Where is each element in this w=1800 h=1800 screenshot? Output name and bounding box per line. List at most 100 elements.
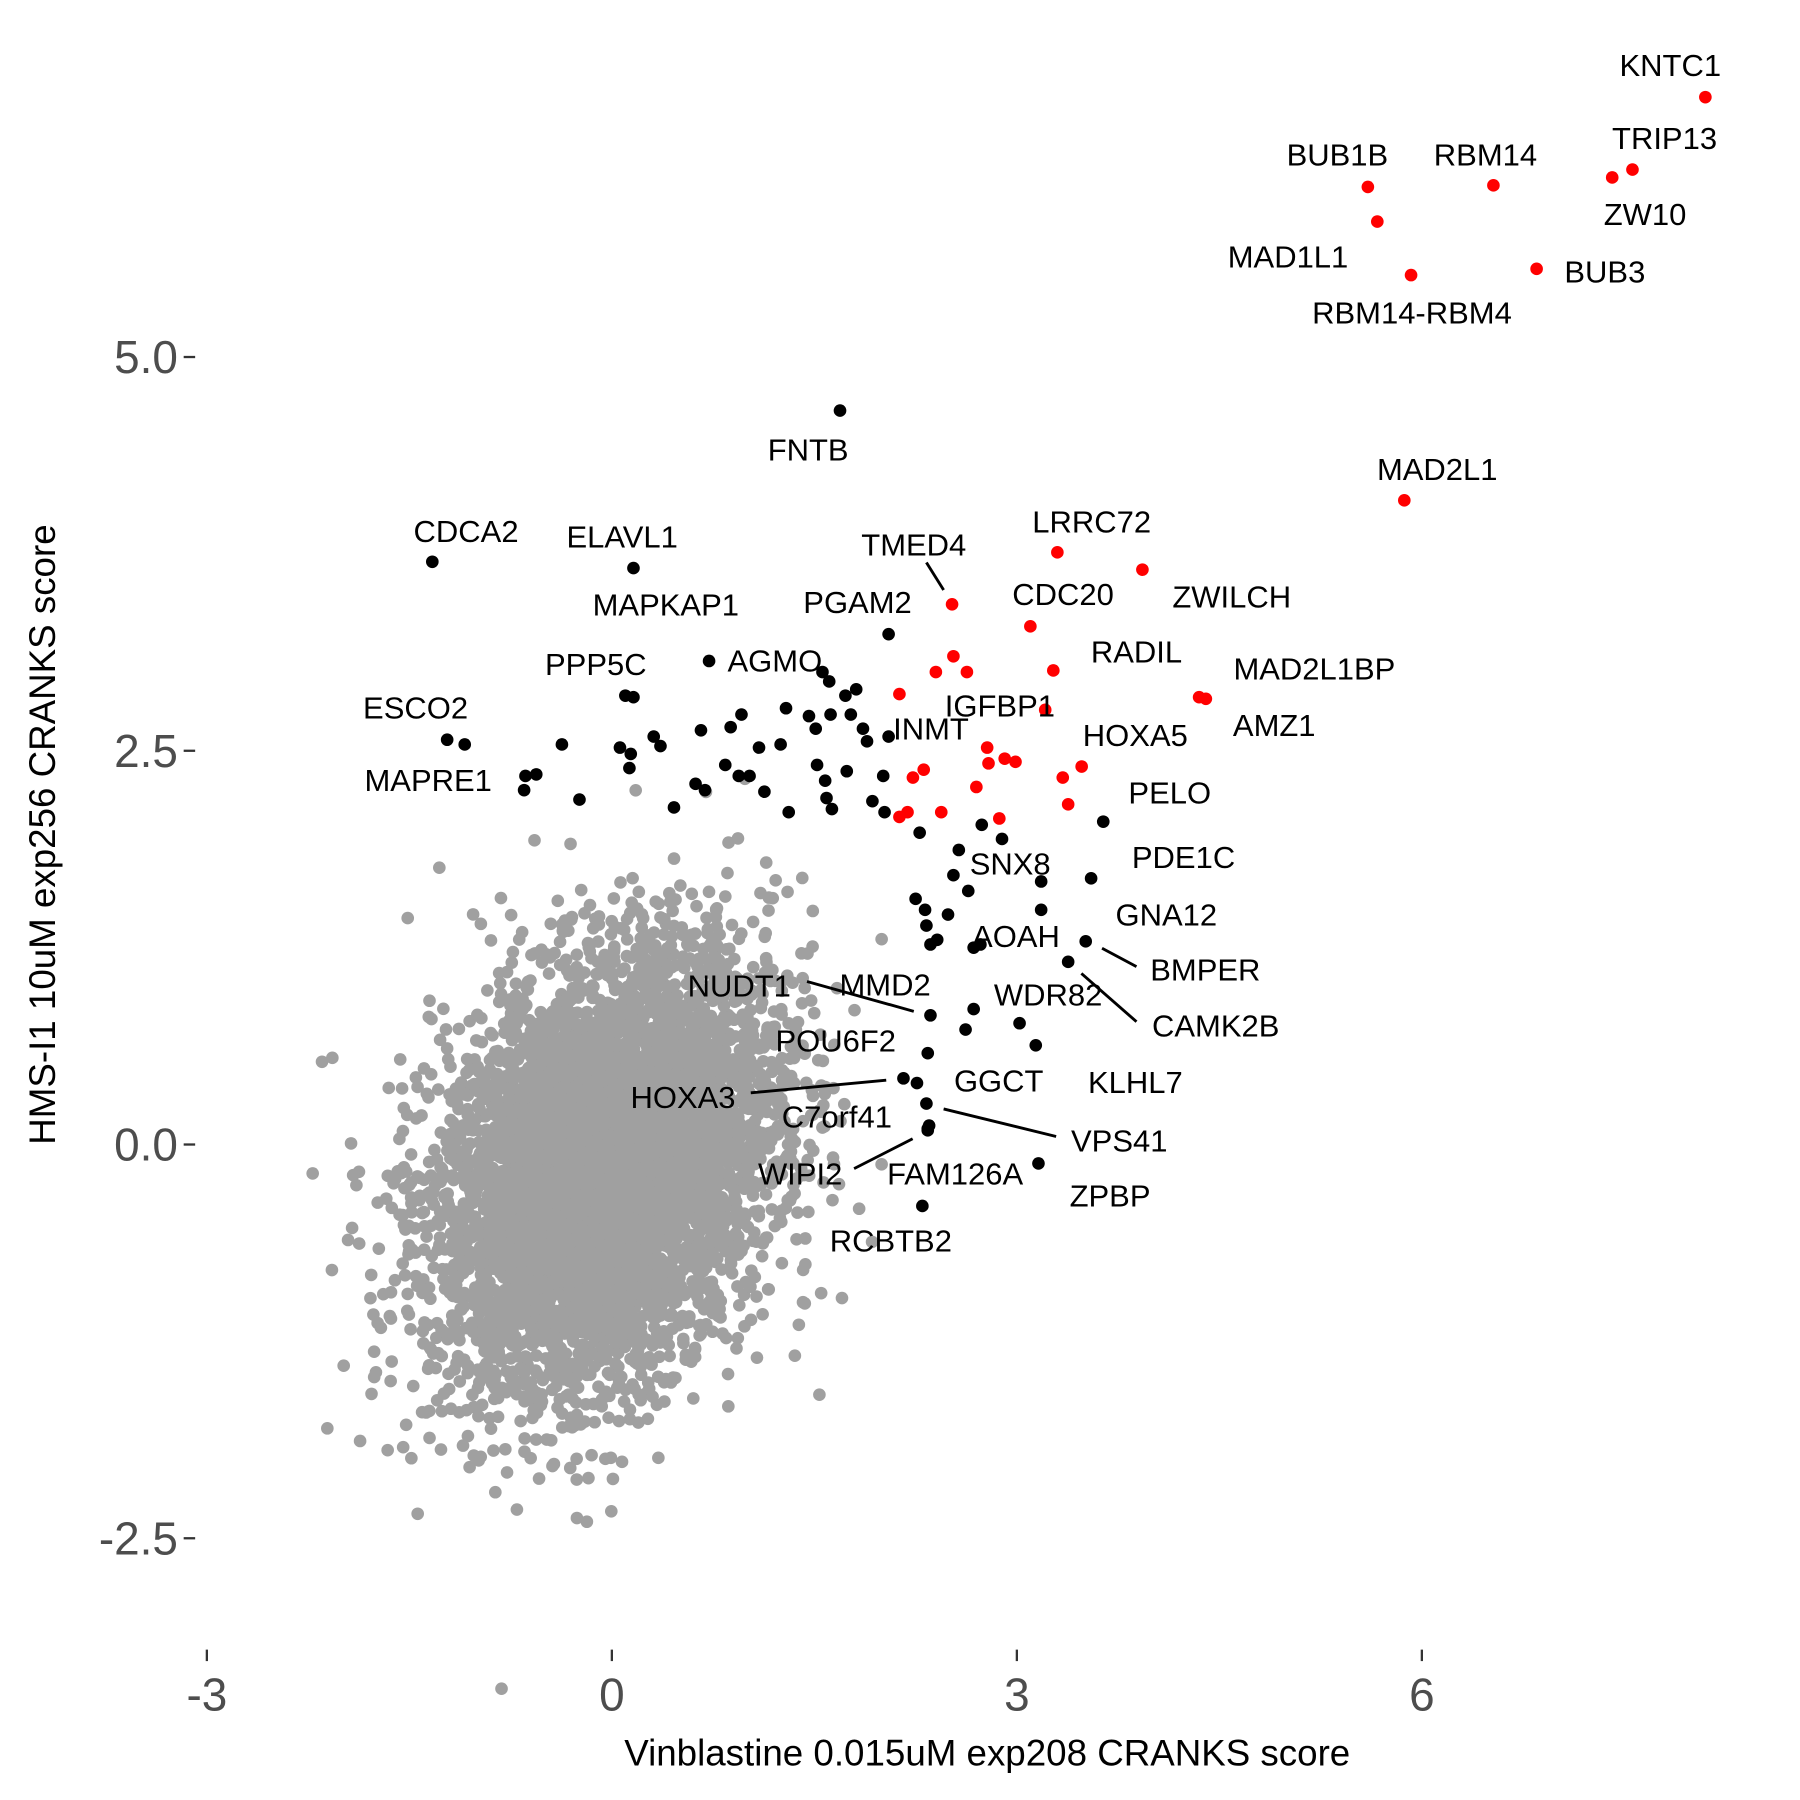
background-point <box>432 1346 445 1360</box>
background-point <box>466 908 480 921</box>
background-point <box>677 1336 690 1350</box>
background-point <box>487 1444 500 1457</box>
background-point <box>722 1400 735 1413</box>
background-point <box>393 1053 407 1066</box>
background-point <box>796 971 809 985</box>
background-point <box>415 1109 428 1122</box>
background-point <box>744 1003 757 1017</box>
background-point <box>635 921 649 934</box>
background-point <box>690 899 703 913</box>
background-point <box>518 1432 531 1445</box>
background-point <box>462 1123 475 1137</box>
background-point <box>848 1003 861 1017</box>
background-points <box>306 772 888 1696</box>
background-point <box>653 1350 666 1364</box>
background-point <box>524 974 537 987</box>
background-point <box>641 1412 655 1426</box>
background-point <box>493 976 507 990</box>
background-point <box>409 1071 423 1084</box>
background-point <box>708 939 722 952</box>
background-point <box>801 1153 814 1167</box>
background-point <box>642 1382 656 1395</box>
background-point <box>475 1398 489 1412</box>
background-point <box>416 1324 430 1338</box>
background-point <box>401 911 415 925</box>
background-point <box>623 1403 637 1417</box>
background-point <box>676 1309 689 1323</box>
background-point <box>306 1167 319 1180</box>
background-point <box>498 1442 512 1456</box>
background-point <box>570 1452 583 1466</box>
background-point <box>614 876 627 889</box>
background-point <box>557 1347 571 1361</box>
background-point <box>801 947 814 960</box>
background-point <box>604 927 618 941</box>
background-point <box>674 879 687 892</box>
background-point <box>367 1345 381 1358</box>
background-point <box>600 1312 614 1326</box>
background-point <box>509 977 523 990</box>
background-point <box>650 1398 664 1412</box>
background-point <box>604 1451 618 1465</box>
background-point <box>565 913 578 926</box>
background-point <box>472 1135 486 1149</box>
background-point <box>719 890 732 903</box>
background-point <box>818 1120 831 1133</box>
background-point <box>792 1318 806 1332</box>
background-point <box>510 1387 524 1401</box>
background-point <box>404 1323 417 1336</box>
background-point <box>814 1286 828 1300</box>
background-point <box>474 917 488 931</box>
background-point <box>424 1292 437 1306</box>
background-point <box>786 1122 800 1136</box>
background-point <box>790 1232 803 1246</box>
background-point <box>428 1143 441 1157</box>
background-point <box>591 955 604 969</box>
background-point <box>624 1352 637 1366</box>
background-point <box>546 1369 560 1383</box>
background-point <box>580 1005 594 1019</box>
background-point <box>377 1287 390 1301</box>
background-point <box>768 1020 782 1034</box>
background-point <box>384 1312 398 1325</box>
background-point <box>396 1440 410 1454</box>
background-point <box>530 1349 543 1362</box>
background-point <box>760 1231 774 1244</box>
background-point <box>452 1022 466 1036</box>
background-point <box>500 1466 514 1479</box>
background-point <box>540 1433 554 1446</box>
background-point <box>371 1316 384 1330</box>
background-point <box>475 1035 489 1049</box>
background-point <box>759 1188 773 1201</box>
background-point <box>717 976 731 990</box>
background-point <box>524 1391 537 1405</box>
background-point <box>325 1263 339 1277</box>
background-point <box>484 1026 498 1040</box>
background-point <box>472 1307 486 1320</box>
background-point <box>660 966 674 979</box>
background-point <box>524 1451 537 1465</box>
background-point <box>397 1101 411 1115</box>
background-point <box>388 1172 402 1186</box>
background-point <box>666 904 679 918</box>
background-point <box>814 1028 827 1042</box>
background-point <box>702 885 716 899</box>
background-point <box>605 914 619 928</box>
background-point <box>535 943 548 956</box>
background-point <box>337 1359 351 1373</box>
background-point <box>620 912 634 926</box>
background-point <box>447 1173 461 1187</box>
background-point <box>798 1297 812 1310</box>
background-point <box>688 1342 702 1356</box>
background-point <box>634 1368 648 1382</box>
background-point <box>667 919 681 933</box>
background-point <box>484 934 498 947</box>
background-point <box>570 1511 584 1525</box>
background-point <box>352 1237 366 1250</box>
background-point <box>384 1374 397 1388</box>
background-point <box>544 917 558 931</box>
background-point <box>752 1204 766 1218</box>
background-point <box>791 1206 804 1219</box>
background-point <box>630 902 644 915</box>
background-point <box>721 866 734 880</box>
